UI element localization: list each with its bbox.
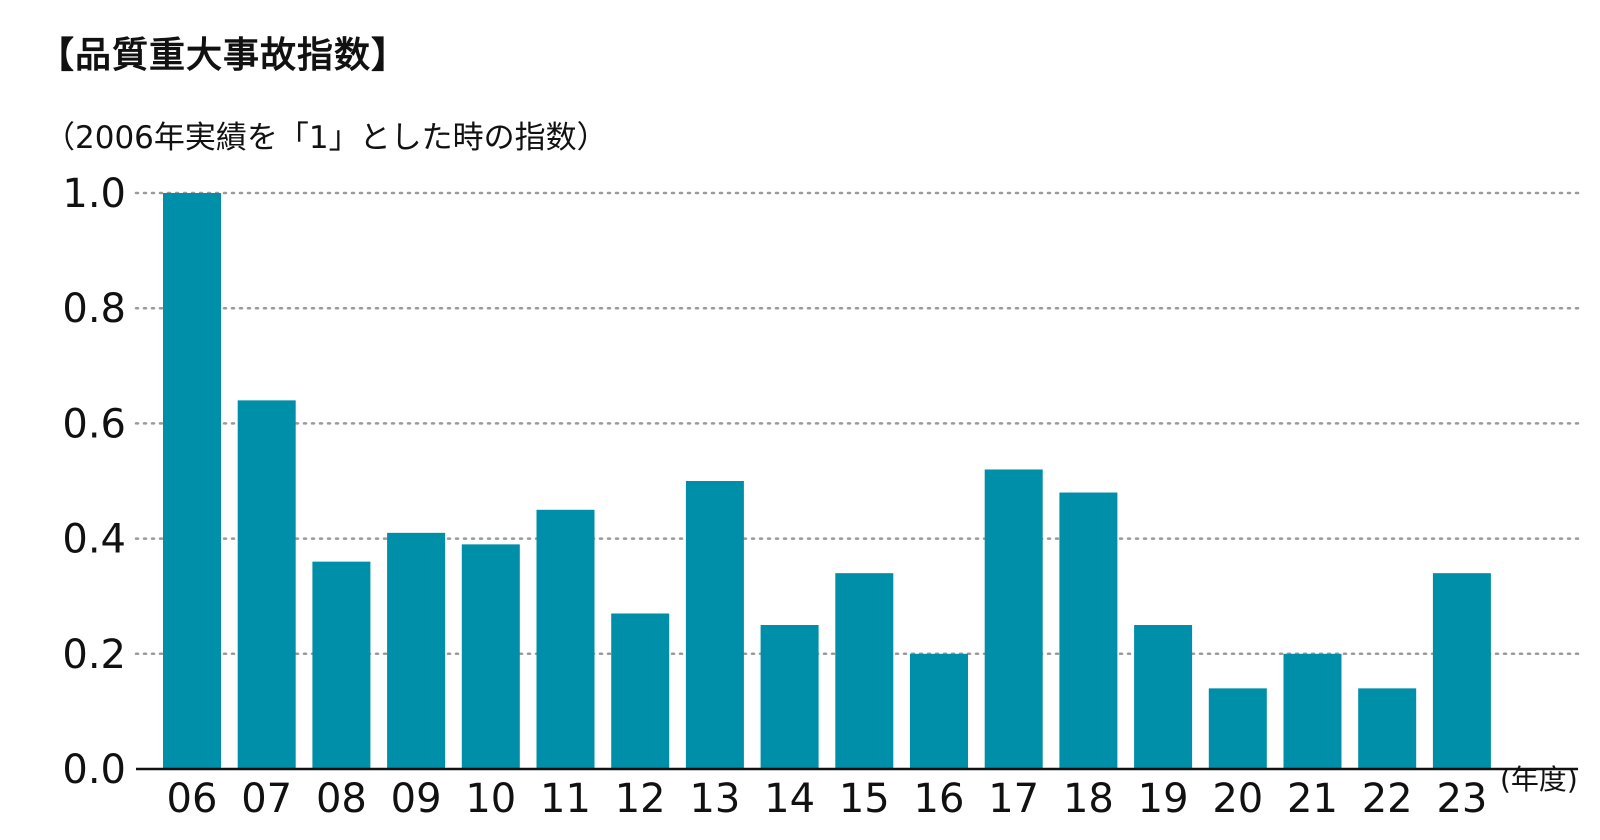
- x-tick-label: 13: [689, 776, 740, 822]
- x-tick-label: 19: [1138, 776, 1189, 822]
- bar-19: [1134, 625, 1193, 769]
- y-tick-label: 0.4: [62, 517, 126, 563]
- x-tick-label: 10: [465, 776, 516, 822]
- bar-07: [237, 400, 296, 769]
- x-axis-unit-label: (年度): [1500, 763, 1578, 796]
- x-tick-label: 20: [1212, 776, 1263, 822]
- bar-16: [910, 653, 968, 769]
- bars: [163, 193, 1491, 769]
- x-tick-label: 06: [167, 776, 218, 822]
- x-tick-label: 21: [1287, 776, 1338, 822]
- x-tick-label: 17: [988, 776, 1039, 822]
- bar-12: [611, 613, 670, 769]
- chart-subtitle: （2006年実績を「1」とした時の指数）: [44, 120, 608, 156]
- x-tick-label: 11: [540, 776, 591, 822]
- bar-08: [312, 561, 371, 769]
- x-tick-label: 08: [316, 776, 367, 822]
- x-tick-label: 09: [391, 776, 442, 822]
- chart-title: 【品質重大事故指数】: [38, 35, 409, 76]
- bar-10: [461, 544, 520, 769]
- bar-21: [1283, 653, 1342, 769]
- y-tick-label: 0.2: [62, 632, 126, 678]
- x-tick-label: 18: [1063, 776, 1114, 822]
- y-tick-label: 0.6: [62, 401, 126, 447]
- x-tick-label: 22: [1362, 776, 1413, 822]
- x-tick-label: 14: [764, 776, 815, 822]
- bar-18: [1059, 492, 1118, 769]
- bar-11: [536, 509, 595, 769]
- y-tick-label: 0.8: [62, 286, 126, 332]
- y-tick-label: 0.0: [62, 747, 126, 793]
- x-tick-label: 23: [1436, 776, 1487, 822]
- y-tick-labels: 0.0 0.2 0.4 0.6 0.8 1.0: [62, 171, 126, 793]
- x-tick-label: 15: [839, 776, 890, 822]
- y-tick-label: 1.0: [62, 171, 126, 217]
- x-tick-label: 16: [914, 776, 965, 822]
- x-tick-label: 07: [241, 776, 292, 822]
- bar-22: [1358, 688, 1417, 769]
- x-tick-labels: 06 07 08 09 10 11 12 13 14 15 16 17 18 19 20 21 22 23: [167, 776, 1488, 822]
- x-tick-label: 12: [615, 776, 666, 822]
- bar-20: [1208, 688, 1267, 769]
- bar-23: [1432, 573, 1491, 769]
- bar-14: [760, 625, 819, 769]
- bar-15: [835, 573, 894, 769]
- bar-17: [984, 469, 1043, 769]
- bar-13: [685, 481, 744, 769]
- bar-06: [163, 193, 221, 769]
- bar-09: [387, 532, 446, 769]
